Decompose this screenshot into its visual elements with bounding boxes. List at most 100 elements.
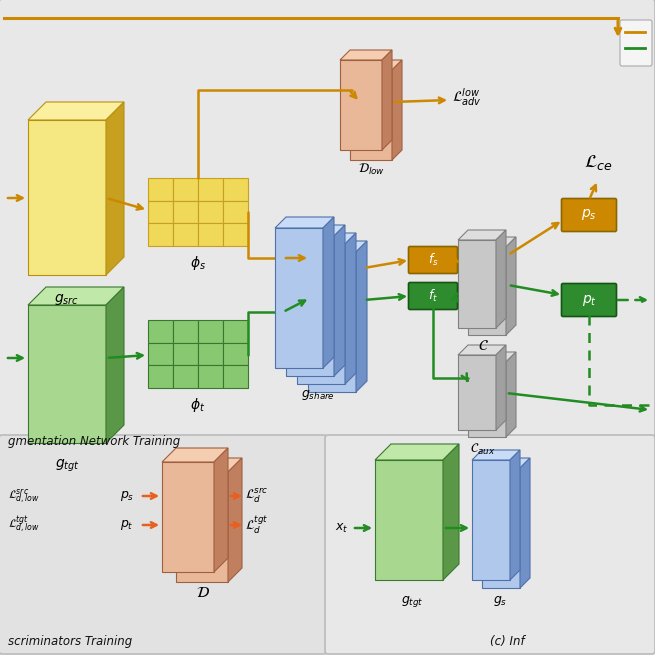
FancyBboxPatch shape: [409, 282, 457, 310]
Polygon shape: [162, 462, 214, 572]
Text: $\boldsymbol{\mathcal{C}}$: $\boldsymbol{\mathcal{C}}$: [477, 338, 489, 353]
Polygon shape: [506, 352, 516, 437]
Bar: [173, 365, 198, 388]
Polygon shape: [162, 448, 228, 462]
Text: scriminators Training: scriminators Training: [8, 635, 132, 648]
Text: $\boldsymbol{f_s}$: $\boldsymbol{f_s}$: [428, 252, 438, 268]
Bar: [198, 178, 223, 200]
Polygon shape: [496, 345, 506, 430]
Polygon shape: [350, 70, 392, 160]
Polygon shape: [176, 458, 242, 472]
Polygon shape: [345, 233, 356, 384]
Polygon shape: [323, 217, 334, 368]
Text: $\boldsymbol{g_s}$: $\boldsymbol{g_s}$: [493, 594, 507, 608]
Text: $\boldsymbol{\mathcal{C}_{aux}}$: $\boldsymbol{\mathcal{C}_{aux}}$: [470, 442, 496, 457]
Text: $\boldsymbol{\phi_s}$: $\boldsymbol{\phi_s}$: [190, 254, 206, 272]
Bar: [148, 223, 173, 246]
Polygon shape: [375, 444, 459, 460]
Polygon shape: [375, 460, 443, 580]
Bar: [223, 223, 248, 246]
Polygon shape: [392, 60, 402, 160]
Bar: [173, 200, 198, 223]
Polygon shape: [443, 444, 459, 580]
FancyBboxPatch shape: [409, 246, 457, 274]
Polygon shape: [28, 120, 106, 275]
Bar: [173, 223, 198, 246]
Polygon shape: [472, 460, 510, 580]
Text: $\boldsymbol{g_{tgt}}$: $\boldsymbol{g_{tgt}}$: [54, 458, 79, 474]
Bar: [198, 200, 223, 223]
Polygon shape: [297, 244, 345, 384]
Text: $\boldsymbol{f_t}$: $\boldsymbol{f_t}$: [428, 288, 438, 304]
Text: $\boldsymbol{p_s}$: $\boldsymbol{p_s}$: [581, 208, 597, 223]
Text: (c) Inf: (c) Inf: [490, 635, 525, 648]
Text: gmentation Network Training: gmentation Network Training: [8, 435, 180, 448]
Bar: [173, 343, 198, 365]
Text: $\boldsymbol{\mathcal{L}^{tgt}_{d}}$: $\boldsymbol{\mathcal{L}^{tgt}_{d}}$: [245, 514, 269, 536]
Polygon shape: [275, 217, 334, 228]
Polygon shape: [458, 230, 506, 240]
Polygon shape: [334, 225, 345, 376]
Polygon shape: [106, 102, 124, 275]
Polygon shape: [482, 458, 530, 468]
Text: $\boldsymbol{p_t}$: $\boldsymbol{p_t}$: [582, 293, 597, 307]
Text: $\boldsymbol{g_{share}}$: $\boldsymbol{g_{share}}$: [301, 388, 335, 402]
FancyBboxPatch shape: [561, 284, 616, 316]
Text: $\boldsymbol{\phi_t}$: $\boldsymbol{\phi_t}$: [191, 396, 206, 414]
Text: $\boldsymbol{g_{tgt}}$: $\boldsymbol{g_{tgt}}$: [401, 594, 423, 609]
Polygon shape: [286, 236, 334, 376]
Polygon shape: [297, 233, 356, 244]
FancyBboxPatch shape: [620, 20, 652, 66]
Text: $\boldsymbol{\mathcal{D}}$: $\boldsymbol{\mathcal{D}}$: [196, 585, 210, 600]
Bar: [198, 320, 223, 343]
Bar: [148, 178, 173, 200]
Polygon shape: [340, 50, 392, 60]
Polygon shape: [510, 450, 520, 580]
Text: $\boldsymbol{\mathcal{L}^{src}_{d,low}}$: $\boldsymbol{\mathcal{L}^{src}_{d,low}}$: [8, 487, 40, 505]
Text: $\boldsymbol{\mathcal{L}^{src}_{d}}$: $\boldsymbol{\mathcal{L}^{src}_{d}}$: [245, 487, 269, 505]
Text: $\boldsymbol{p_s}$: $\boldsymbol{p_s}$: [120, 489, 134, 503]
Polygon shape: [176, 472, 228, 582]
Text: $\boldsymbol{\mathcal{L}^{tgt}_{d,low}}$: $\boldsymbol{\mathcal{L}^{tgt}_{d,low}}$: [8, 514, 40, 536]
Polygon shape: [106, 287, 124, 443]
Bar: [148, 320, 173, 343]
Bar: [173, 178, 198, 200]
Polygon shape: [356, 241, 367, 392]
Polygon shape: [28, 305, 106, 443]
FancyBboxPatch shape: [325, 435, 655, 654]
Text: $\boldsymbol{\mathcal{L}^{low}_{adv}}$: $\boldsymbol{\mathcal{L}^{low}_{adv}}$: [452, 86, 482, 108]
Bar: [198, 223, 223, 246]
Bar: [173, 320, 198, 343]
Polygon shape: [506, 237, 516, 335]
Polygon shape: [468, 352, 516, 362]
Polygon shape: [350, 60, 402, 70]
Polygon shape: [458, 355, 496, 430]
FancyBboxPatch shape: [0, 0, 655, 437]
Bar: [223, 365, 248, 388]
Polygon shape: [482, 468, 520, 588]
Text: $\boldsymbol{p_t}$: $\boldsymbol{p_t}$: [120, 518, 134, 532]
Bar: [198, 365, 223, 388]
Polygon shape: [275, 228, 323, 368]
Text: $\boldsymbol{x_t}$: $\boldsymbol{x_t}$: [335, 521, 348, 534]
FancyBboxPatch shape: [561, 198, 616, 231]
Text: $\boldsymbol{g_{src}}$: $\boldsymbol{g_{src}}$: [54, 292, 79, 307]
Text: $\boldsymbol{\mathcal{L}_{ce}}$: $\boldsymbol{\mathcal{L}_{ce}}$: [584, 153, 612, 172]
Polygon shape: [28, 287, 124, 305]
Polygon shape: [458, 345, 506, 355]
Polygon shape: [308, 241, 367, 252]
Polygon shape: [520, 458, 530, 588]
Polygon shape: [382, 50, 392, 150]
Polygon shape: [286, 225, 345, 236]
Polygon shape: [468, 247, 506, 335]
Polygon shape: [468, 237, 516, 247]
Polygon shape: [214, 448, 228, 572]
Text: $\boldsymbol{\mathcal{D}_{low}}$: $\boldsymbol{\mathcal{D}_{low}}$: [358, 162, 386, 177]
Bar: [148, 343, 173, 365]
Polygon shape: [496, 230, 506, 328]
Polygon shape: [28, 102, 124, 120]
Bar: [223, 343, 248, 365]
Polygon shape: [472, 450, 520, 460]
Polygon shape: [228, 458, 242, 582]
Bar: [148, 200, 173, 223]
